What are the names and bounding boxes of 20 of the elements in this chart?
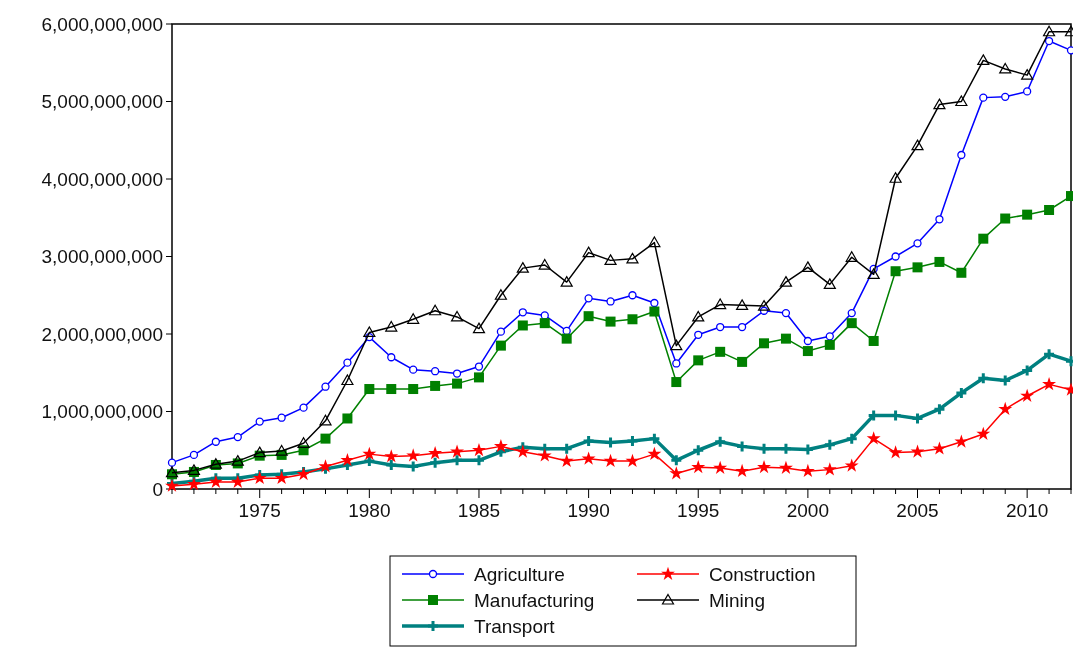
x-tick-label: 2010 [1006,500,1049,521]
legend-label: Transport [474,615,556,637]
x-tick-label: 1990 [567,500,610,521]
y-tick-label: 6,000,000,000 [41,13,163,35]
x-tick-label: 1975 [238,500,281,521]
x-tick-label: 1980 [348,500,391,521]
y-tick-label: 2,000,000,000 [41,323,163,345]
legend-label: Construction [709,563,816,585]
x-tick-label: 2000 [786,500,830,521]
y-tick-label: 5,000,000,000 [41,91,163,113]
legend-label: Manufacturing [474,589,595,611]
y-tick-label: 1,000,000,000 [41,401,163,423]
x-tick-label: 2005 [896,500,939,521]
y-tick-label: 4,000,000,000 [41,168,163,190]
y-tick-label: 3,000,000,000 [41,246,163,268]
legend-label: Mining [709,589,765,611]
x-tick-label: 1995 [677,500,720,521]
y-tick-label: 0 [152,478,163,500]
legend-label: Agriculture [474,563,565,585]
x-tick-label: 1985 [457,500,501,521]
